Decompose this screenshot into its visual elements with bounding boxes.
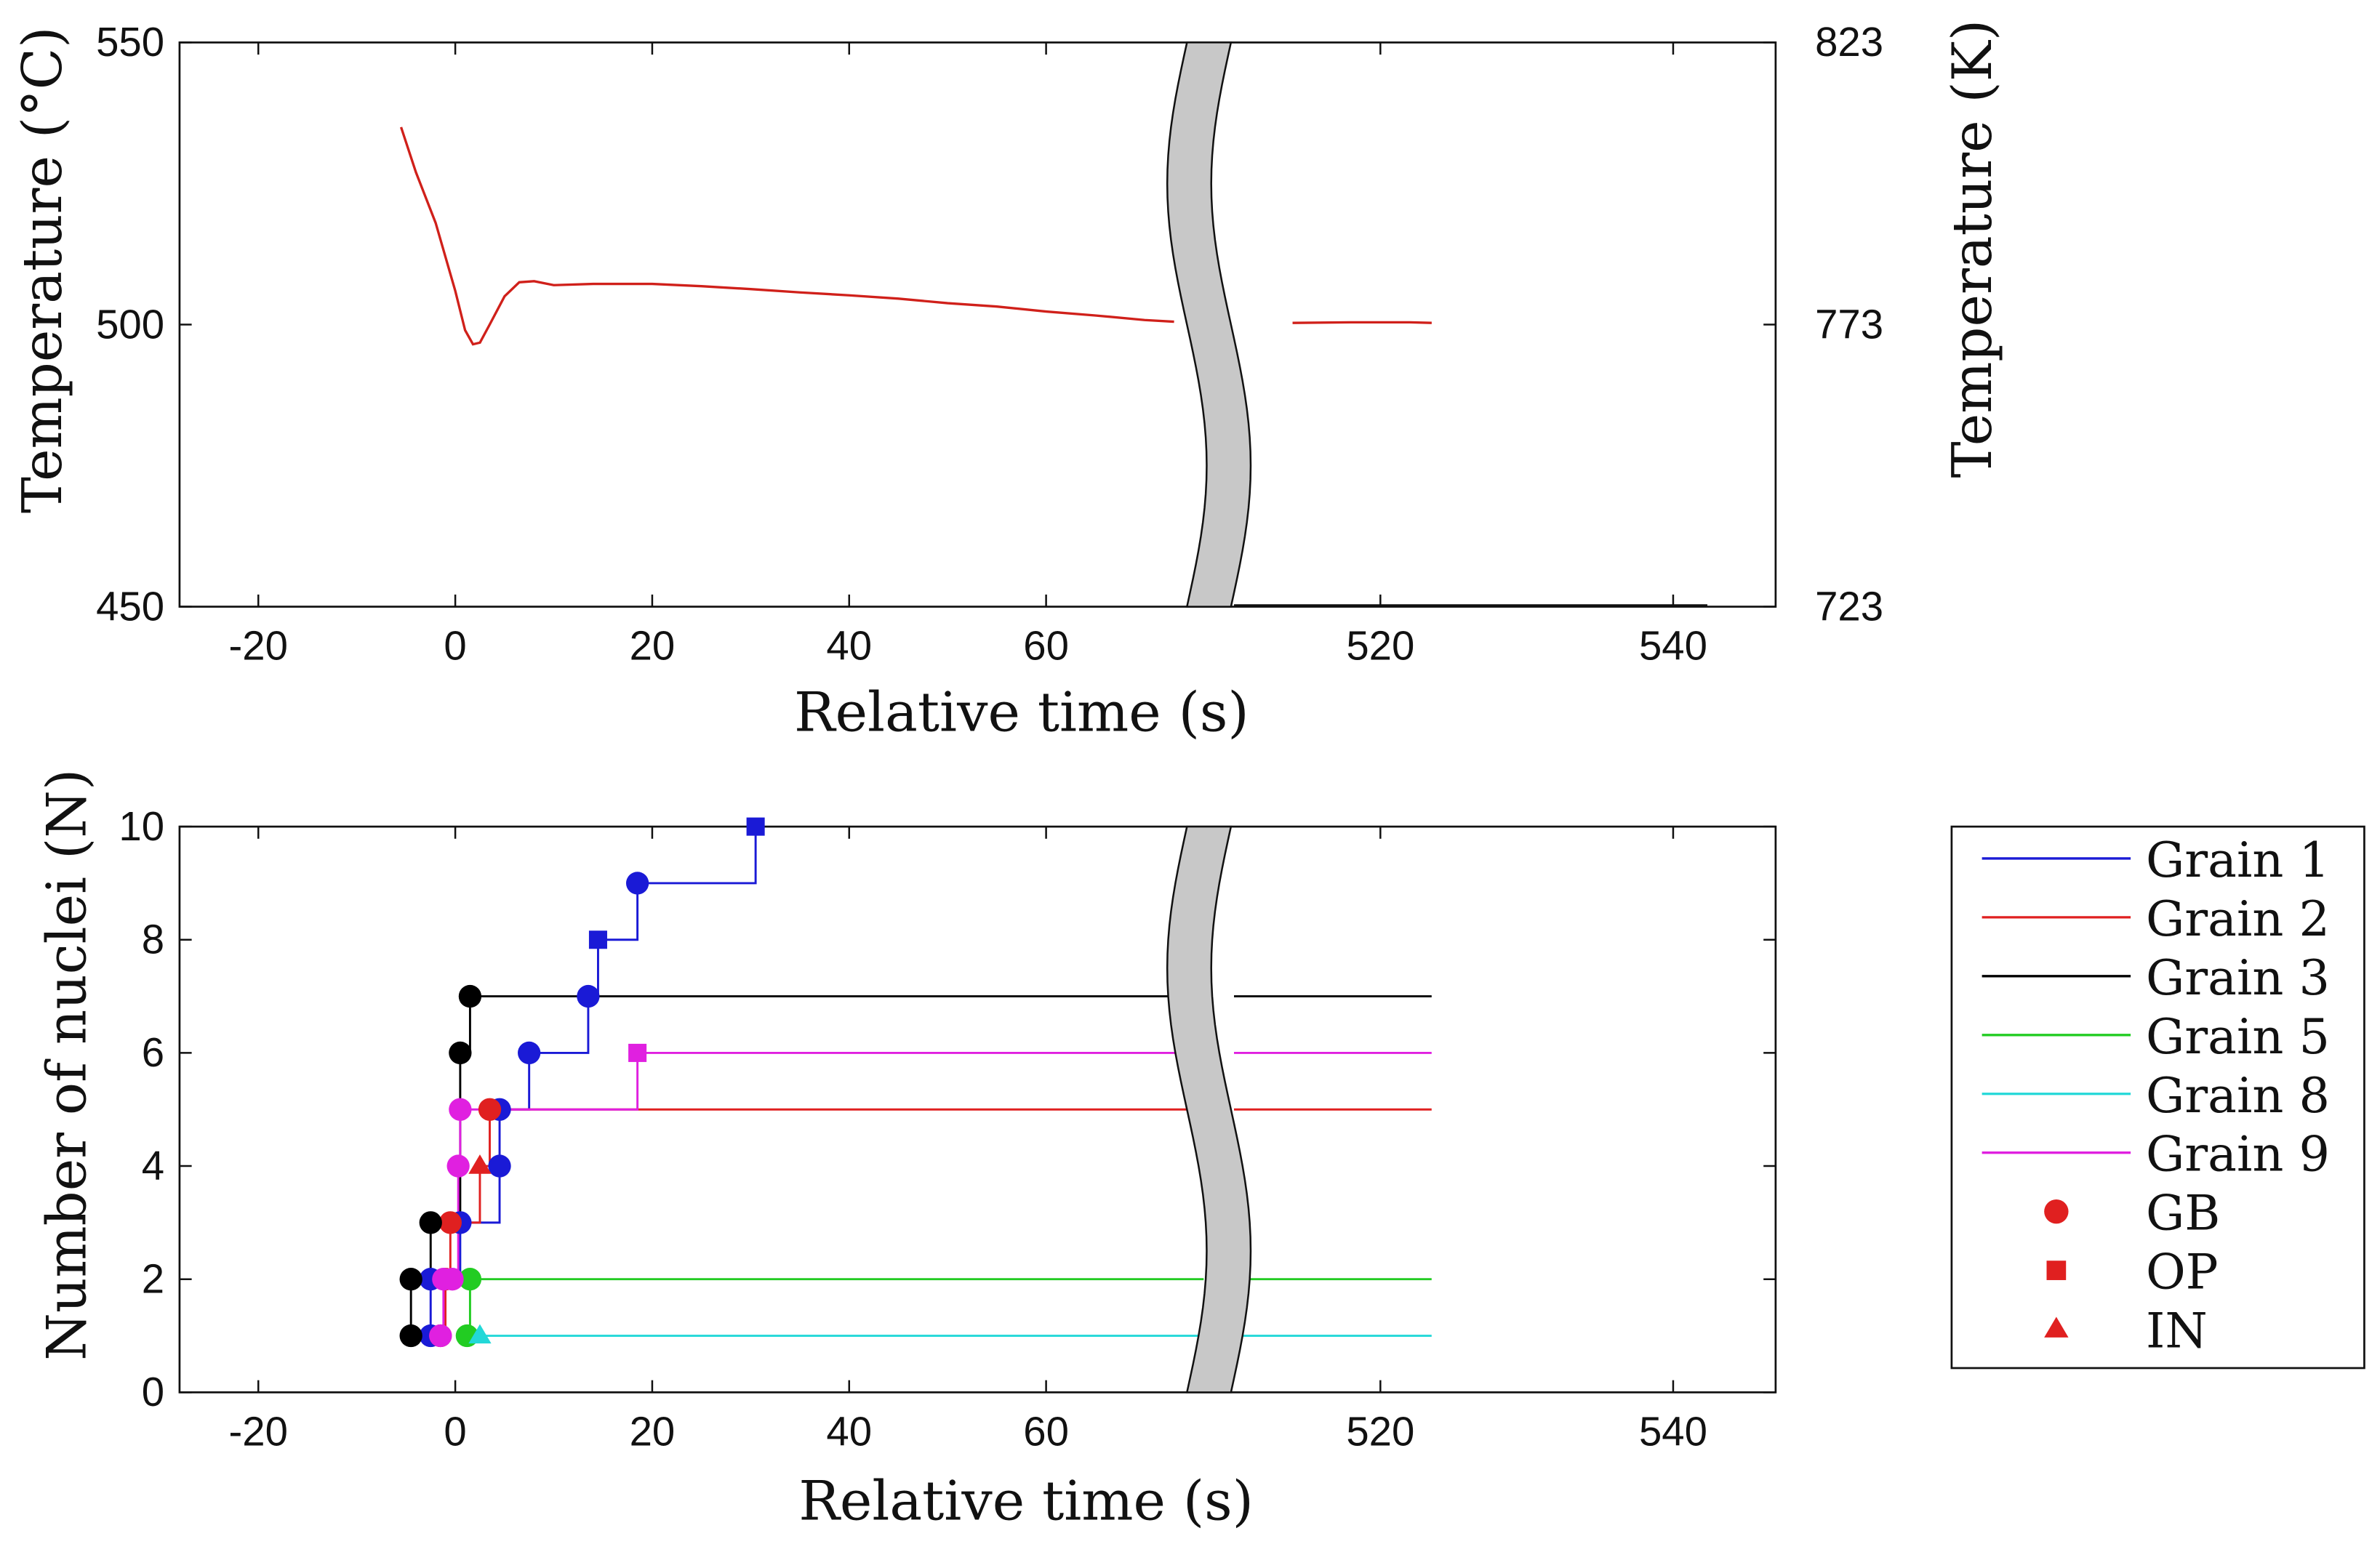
data-point-grain-1 (577, 984, 600, 1008)
nuclei-plot: Number of nuclei (N) Relative time (s) -… (35, 769, 1777, 1533)
data-point-grain-9 (441, 1268, 464, 1291)
top-ylabel-right: Temperature (K) (1940, 20, 2004, 478)
top-xtick-label: 540 (1639, 623, 1707, 669)
temperature-line-right (1292, 321, 1432, 324)
data-point-grain-2 (438, 1211, 462, 1234)
nuclei-step-lines (409, 827, 1432, 1337)
top-ylabel: Temperature (°C) (10, 27, 74, 514)
top-ytick-label: 500 (96, 301, 164, 347)
legend-label: OP (2146, 1244, 2219, 1300)
bottom-xtick-label: 40 (826, 1408, 872, 1454)
data-point-grain-3 (399, 1268, 422, 1291)
top-axis-break (1166, 41, 1252, 608)
legend-label: Grain 8 (2146, 1067, 2330, 1124)
top-axes-frame (178, 41, 1777, 608)
top-ytick-label-right: 723 (1815, 583, 1883, 629)
nuclei-markers (399, 817, 765, 1348)
temperature-plot: Temperature (°C) Temperature (K) Relativ… (10, 19, 2004, 744)
data-point-grain-9 (429, 1324, 452, 1348)
bottom-xtick-label: 20 (630, 1408, 676, 1454)
bottom-ytick-label: 4 (142, 1143, 164, 1189)
legend-label: Grain 2 (2146, 890, 2330, 947)
data-point-grain-1 (518, 1041, 541, 1065)
bottom-xtick-label: 60 (1023, 1408, 1069, 1454)
temperature-line-left (399, 126, 1174, 346)
data-point-grain-9 (446, 1154, 470, 1178)
top-xtick-label: -20 (229, 623, 288, 669)
series-line-grain-2 (440, 1108, 1204, 1337)
bottom-ytick-label: 2 (142, 1255, 164, 1301)
legend-marker-in (2044, 1316, 2069, 1338)
data-point-grain-2 (468, 1154, 492, 1174)
bottom-xlabel: Relative time (s) (798, 1469, 1254, 1533)
top-ytick-label: 550 (96, 19, 164, 65)
data-point-grain-3 (458, 984, 482, 1008)
bottom-axes-frame (178, 825, 1777, 1394)
top-xtick-label: 520 (1346, 623, 1414, 669)
top-xtick-label: 40 (826, 623, 872, 669)
legend-label: Grain 9 (2146, 1126, 2330, 1183)
data-point-grain-1 (588, 930, 607, 949)
data-point-grain-1 (746, 817, 765, 836)
legend-label: Grain 1 (2146, 832, 2330, 888)
bottom-ytick-label: 0 (142, 1369, 164, 1415)
top-xlabel: Relative time (s) (794, 680, 1249, 744)
data-point-grain-1 (625, 872, 649, 895)
bottom-axis-break (1166, 825, 1252, 1394)
data-point-grain-9 (628, 1043, 647, 1062)
data-point-grain-8 (468, 1324, 492, 1344)
top-ytick-label-right: 773 (1815, 301, 1883, 347)
bottom-xtick-label: -20 (229, 1408, 288, 1454)
data-point-grain-9 (449, 1098, 472, 1121)
data-point-grain-3 (399, 1324, 422, 1348)
series-line-grain-5 (467, 1278, 1204, 1337)
bottom-ylabel: Number of nuclei (N) (35, 769, 99, 1361)
bottom-xtick-label: 540 (1639, 1408, 1707, 1454)
top-ytick-label: 450 (96, 583, 164, 629)
data-point-grain-3 (449, 1041, 472, 1065)
data-point-grain-2 (478, 1098, 502, 1121)
bottom-xtick-label: 520 (1346, 1408, 1414, 1454)
bottom-ytick-label: 8 (142, 917, 164, 962)
top-xtick-label: 20 (630, 623, 676, 669)
series-line-grain-1 (429, 827, 757, 1336)
legend-marker-op (2046, 1260, 2067, 1280)
data-point-grain-5 (458, 1268, 482, 1291)
bottom-ytick-label: 6 (142, 1029, 164, 1075)
legend-label: Grain 5 (2146, 1008, 2330, 1065)
legend-marker-gb (2044, 1199, 2069, 1224)
bottom-xtick-label: 0 (444, 1408, 466, 1454)
top-xtick-label: 0 (444, 623, 466, 669)
top-xtick-label: 60 (1023, 623, 1069, 669)
data-point-grain-3 (419, 1211, 442, 1234)
data-point-grain-1 (488, 1154, 511, 1178)
legend-label: GB (2146, 1185, 2220, 1242)
series-line-grain-9 (440, 1051, 1204, 1337)
legend-label: IN (2146, 1303, 2208, 1359)
top-ytick-label-right: 823 (1815, 19, 1883, 65)
legend-label: Grain 3 (2146, 949, 2330, 1006)
bottom-ytick-label: 10 (119, 803, 164, 849)
